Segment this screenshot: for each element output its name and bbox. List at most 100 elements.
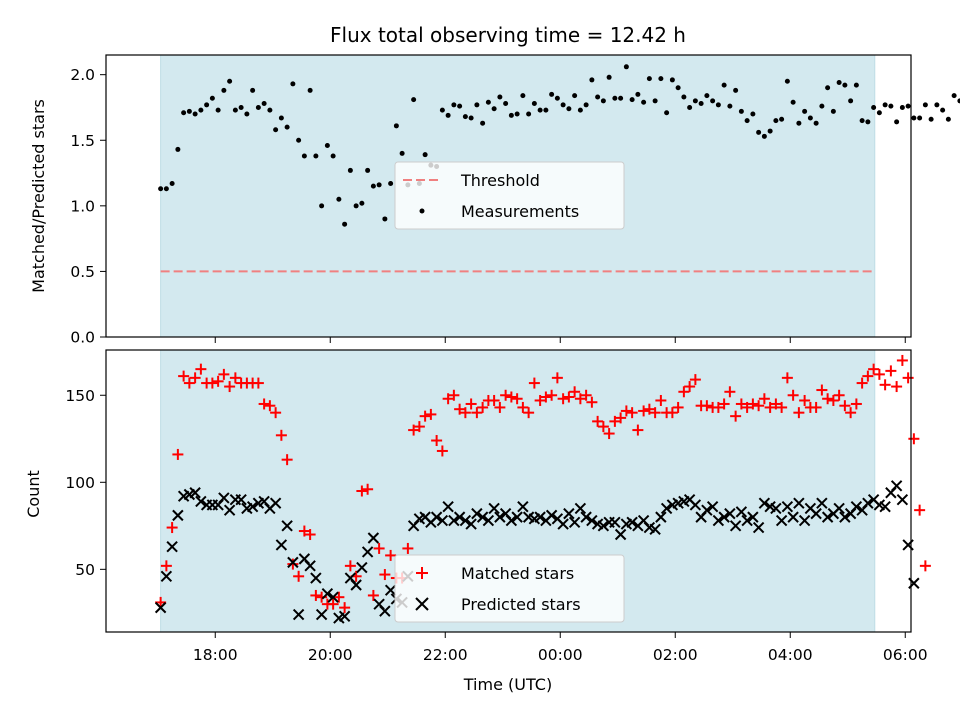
predicted-star-point — [281, 520, 293, 532]
predicted-star-point — [810, 507, 822, 520]
predicted-star-point — [321, 587, 334, 600]
matched-star-point — [914, 504, 926, 516]
measurement-point — [388, 181, 394, 187]
matched-star-point — [465, 398, 477, 410]
measurement-point — [738, 108, 744, 114]
measurement-point — [549, 91, 555, 97]
top-y-axis-label: Matched/Predicted stars — [29, 99, 48, 293]
matched-star-point — [431, 435, 443, 447]
predicted-star-point — [706, 500, 719, 513]
matched-star-point — [362, 483, 374, 495]
matched-star-point — [776, 401, 788, 413]
predicted-star-point — [287, 556, 299, 569]
measurement-point — [577, 107, 583, 113]
matched-star-point — [477, 401, 489, 413]
matched-star-point — [448, 389, 460, 401]
predicted-star-point — [758, 497, 771, 509]
measurement-point — [215, 107, 221, 113]
matched-star-point — [339, 602, 351, 614]
predicted-stars-points — [154, 480, 920, 624]
matched-star-point — [206, 377, 218, 389]
measurement-point — [439, 107, 445, 113]
matched-star-point — [764, 401, 776, 413]
predicted-star-point — [816, 497, 828, 509]
predicted-star-point — [862, 497, 874, 509]
matched-star-point — [701, 400, 713, 412]
measurement-point — [244, 111, 250, 117]
matched-star-point — [500, 389, 512, 401]
measurement-point — [894, 119, 900, 125]
measurement-point — [278, 115, 284, 121]
bottom-y-tick-label: 150 — [65, 387, 95, 405]
matched-star-point — [534, 394, 546, 406]
measurement-point — [267, 107, 273, 113]
measurement-point — [411, 97, 417, 103]
matched-star-point — [919, 560, 931, 572]
matched-star-point — [822, 393, 834, 405]
matched-star-point — [212, 375, 224, 387]
predicted-star-point — [471, 507, 483, 520]
bottom-x-ticks: 18:00 20:00 22:00 00:00 02:00 04:00 06:00 — [193, 632, 928, 664]
measurement-point — [635, 91, 641, 97]
predicted-star-point — [218, 492, 230, 504]
measurement-point — [681, 94, 687, 100]
measurement-point — [336, 196, 342, 202]
top-y-tick-label: 1.5 — [70, 132, 95, 150]
predicted-star-point — [839, 511, 851, 523]
measurement-point — [715, 102, 721, 108]
measurement-point — [830, 108, 836, 114]
measurement-point — [526, 111, 532, 117]
predicted-star-point — [154, 601, 167, 614]
matched-stars-points — [155, 354, 931, 614]
matched-star-point — [845, 407, 857, 419]
measurement-point — [612, 95, 618, 101]
matched-star-point — [557, 393, 569, 405]
matched-star-point — [856, 377, 868, 389]
matched-star-point — [586, 396, 598, 408]
measurement-point — [618, 95, 624, 101]
legend-threshold-label: Threshold — [460, 171, 540, 190]
measurement-point — [238, 104, 244, 110]
matched-star-point — [758, 393, 770, 405]
chart-title: Flux total observing time = 12.42 h — [330, 23, 686, 47]
measurement-point — [687, 104, 693, 110]
matched-star-point — [540, 391, 552, 403]
measurement-point — [382, 216, 388, 222]
predicted-star-point — [476, 511, 489, 523]
matched-star-point — [735, 398, 747, 410]
measurement-point — [451, 102, 457, 108]
measurement-point — [733, 87, 739, 93]
matched-star-point — [638, 405, 650, 417]
measurement-point — [554, 95, 560, 101]
matched-star-point — [569, 386, 581, 398]
measurement-point — [744, 118, 750, 124]
top-y-tick-label: 2.0 — [70, 66, 95, 84]
measurement-point — [347, 167, 353, 173]
measurement-point — [250, 87, 256, 93]
measurement-point — [945, 116, 951, 122]
matched-star-point — [868, 363, 880, 375]
measurement-point — [353, 203, 359, 209]
predicted-star-point — [833, 502, 845, 515]
measurement-point — [313, 153, 319, 159]
predicted-star-point — [735, 506, 748, 518]
matched-star-point — [724, 386, 736, 398]
measurement-point — [497, 94, 503, 100]
measurement-point — [698, 101, 704, 107]
measurement-point — [301, 153, 307, 159]
matched-star-point — [827, 394, 839, 406]
matched-star-point — [298, 525, 310, 537]
predicted-star-point — [223, 504, 236, 516]
measurement-point — [721, 82, 727, 88]
predicted-star-point — [752, 521, 765, 534]
matched-star-point — [304, 529, 316, 541]
predicted-star-point — [310, 572, 322, 584]
matched-star-point — [712, 401, 724, 413]
matched-star-point — [413, 421, 425, 433]
bottom-y-axis-label: Count — [24, 470, 43, 518]
top-legend-box — [394, 161, 625, 230]
matched-star-point — [563, 391, 575, 403]
predicted-star-point — [356, 561, 368, 574]
predicted-star-point — [712, 514, 725, 527]
predicted-star-point — [747, 511, 759, 523]
